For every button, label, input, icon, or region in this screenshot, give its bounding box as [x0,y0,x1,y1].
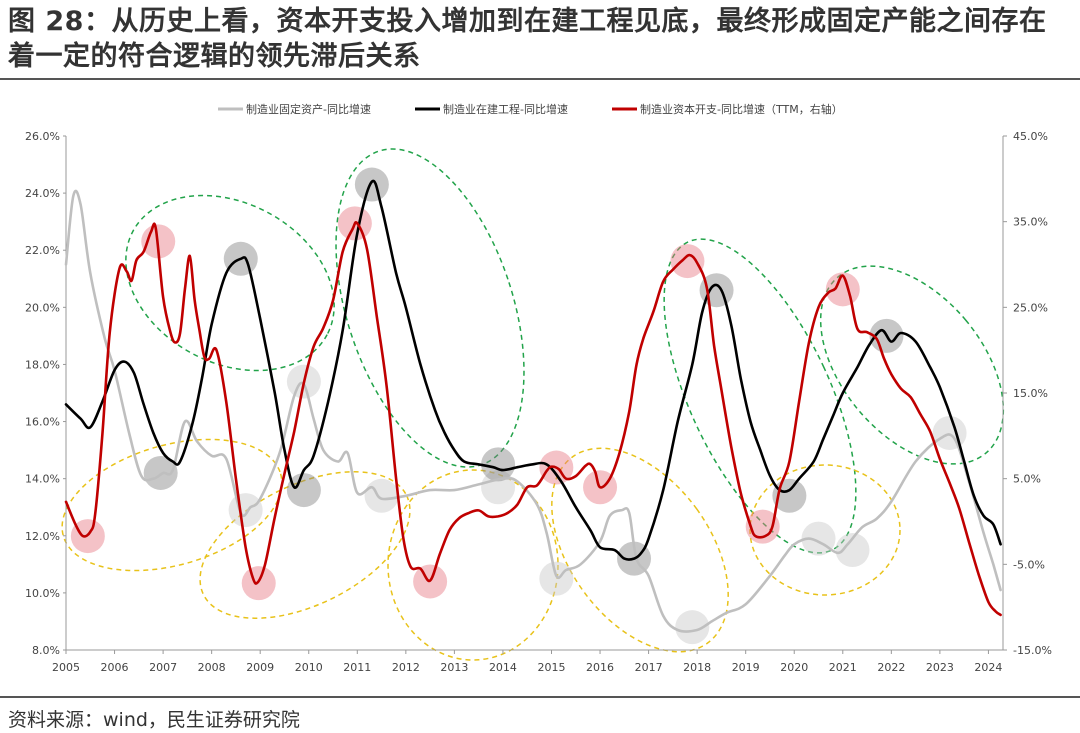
bottom-rule [0,696,1080,698]
right-tick-label: 35.0% [1013,216,1048,229]
left-tick-label: 16.0% [25,416,60,429]
left-tick-label: 22.0% [25,244,60,257]
right-tick-label: -15.0% [1013,644,1052,657]
series-lines [64,179,1002,633]
left-tick-label: 26.0% [25,130,60,143]
series-line-construction [64,179,1002,561]
chart-title: 图 28：从历史上看，资本开支投入增加到在建工程见底，最终形成固定产能之间存在着… [8,6,1047,72]
x-tick-label: 2008 [198,661,226,674]
green-ellipse-2011 [335,148,525,468]
left-tick-label: 20.0% [25,301,60,314]
series-line-capex [64,220,1002,617]
highlight-marker [932,415,967,450]
x-tick-label: 2023 [926,661,954,674]
x-tick-label: 2016 [586,661,614,674]
axes: 8.0% 10.0% 12.0% 14.0% 16.0% 18.0% 20.0% 22.0% 2… [25,130,1052,674]
right-tick-label: -5.0% [1013,558,1045,571]
x-tick-label: 2014 [489,661,517,674]
x-tick-label: 2011 [343,661,371,674]
highlight-marker [286,473,321,508]
legend: 制造业固定资产-同比增速 制造业在建工程-同比增速 制造业资本开支-同比增速（TTM… [218,102,843,116]
highlight-marker [835,533,870,568]
left-tick-label: 10.0% [25,587,60,600]
green-ellipse-2022 [819,265,1005,465]
right-tick-label: 45.0% [1013,130,1048,143]
x-tick-label: 2009 [246,661,274,674]
chart-svg: 8.0% 10.0% 12.0% 14.0% 16.0% 18.0% 20.0% 22.0% 2… [25,102,1052,674]
green-ellipse-2018 [663,238,857,554]
right-tick-label: 15.0% [1013,387,1048,400]
markers [70,167,967,645]
highlight-marker [228,493,263,528]
right-tick-label: 25.0% [1013,301,1048,314]
left-tick-label: 24.0% [25,187,60,200]
left-tick-label: 8.0% [32,644,60,657]
x-tick-label: 2010 [295,661,323,674]
x-tick-label: 2024 [974,661,1002,674]
highlight-marker [675,610,710,645]
legend-fixed-assets-label: 制造业固定资产-同比增速 [246,102,371,116]
yellow-ellipse-2020 [749,464,901,596]
highlight-marker [481,447,516,482]
x-tick-label: 2020 [780,661,808,674]
left-tick-label: 14.0% [25,473,60,486]
right-tick-label: 5.0% [1013,473,1041,486]
x-tick-label: 2007 [149,661,177,674]
yellow-ellipse-2016 [551,447,729,653]
x-tick-label: 2021 [829,661,857,674]
x-tick-label: 2019 [732,661,760,674]
highlight-marker [354,167,389,202]
left-tick-label: 12.0% [25,530,60,543]
x-tick-label: 2017 [635,661,663,674]
highlight-marker [364,478,399,513]
source-note: 资料来源：wind，民生证券研究院 [8,709,300,731]
x-tick-label: 2022 [877,661,905,674]
green-ellipse-2008 [125,194,335,372]
top-rule [0,78,1080,80]
left-tick-label: 18.0% [25,358,60,371]
highlight-marker [539,561,574,596]
x-tick-label: 2013 [440,661,468,674]
x-tick-label: 2005 [52,661,80,674]
highlight-marker [670,244,705,279]
x-tick-label: 2018 [683,661,711,674]
legend-construction-label: 制造业在建工程-同比增速 [443,102,568,116]
x-tick-label: 2015 [537,661,565,674]
yellow-ellipse-2013 [387,469,559,661]
x-tick-label: 2006 [101,661,129,674]
legend-capex-label: 制造业资本开支-同比增速（TTM，右轴） [640,102,843,116]
series-line-fixed-assets [64,189,1002,633]
x-tick-label: 2012 [392,661,420,674]
